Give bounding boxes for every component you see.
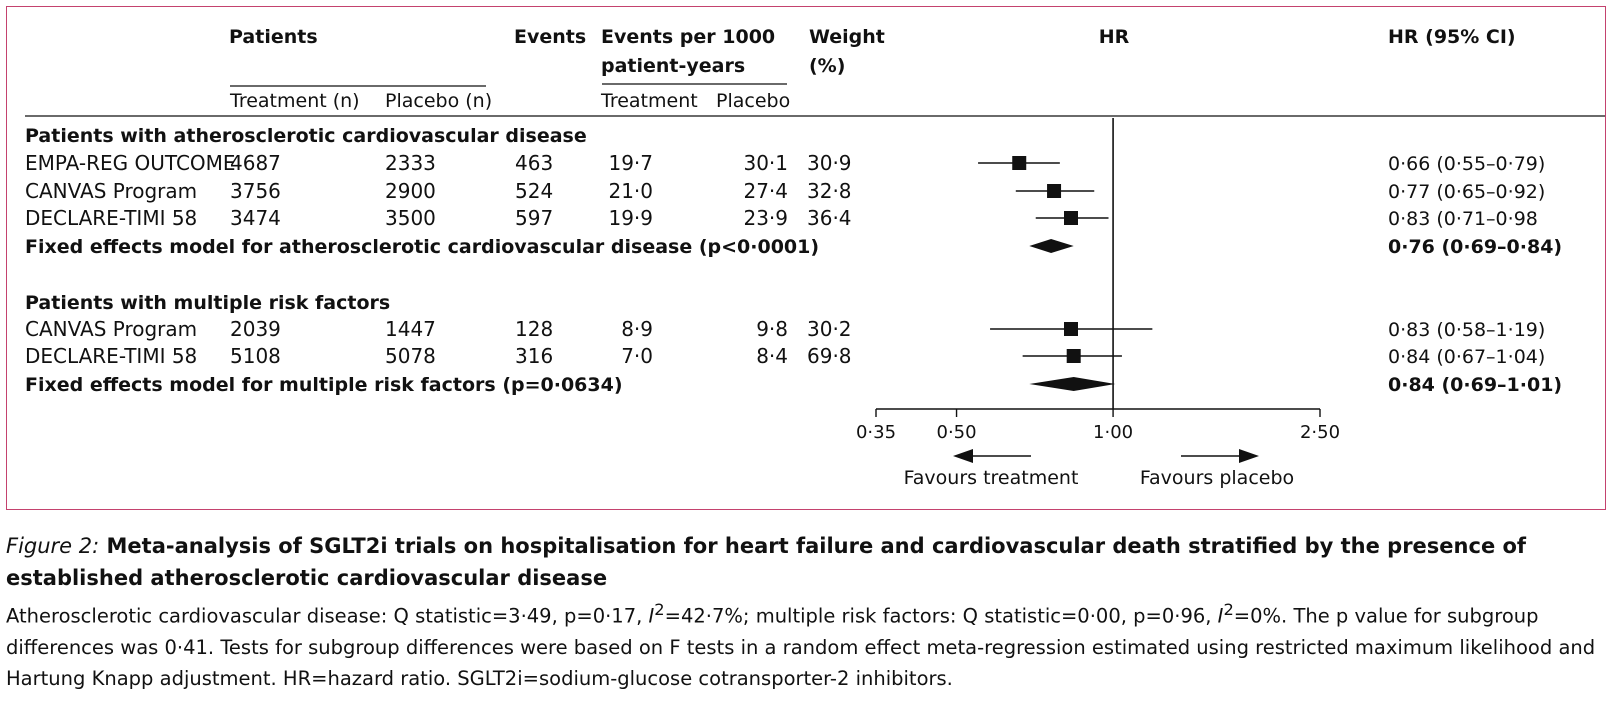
placebo-n-value: 5078 <box>385 344 436 368</box>
placebo-n-value: 2900 <box>385 179 436 203</box>
pooled-hr-ci-value: 0·76 (0·69–0·84) <box>1388 236 1562 258</box>
weight-value: 32·8 <box>807 179 852 203</box>
i2-symbol: I <box>648 604 655 628</box>
i2-symbol: I <box>1217 604 1224 628</box>
point-estimate-square <box>1047 184 1062 198</box>
caption-title-text: Meta-analysis of SGLT2i trials on hospit… <box>6 534 1527 590</box>
weight-value: 36·4 <box>807 206 852 230</box>
point-estimate-square <box>1066 349 1081 363</box>
header-hr: HR <box>1099 26 1130 48</box>
treatment-n-value: 5108 <box>230 344 281 368</box>
pooled-label: Fixed effects model for multiple risk fa… <box>25 374 623 396</box>
placebo-rate-value: 30·1 <box>743 151 788 175</box>
header-patients: Patients <box>229 26 318 48</box>
point-estimate-square <box>1012 156 1027 170</box>
treatment-rate-value: 19·7 <box>608 151 653 175</box>
header-treatment-rate: Treatment <box>600 90 698 112</box>
placebo-rate-value: 23·9 <box>743 206 788 230</box>
header-placebo-n: Placebo (n) <box>385 90 492 112</box>
placebo-rate-value: 27·4 <box>743 179 788 203</box>
hr-ci-value: 0·83 (0·71–0·98 <box>1388 208 1538 230</box>
header-hr-ci: HR (95% CI) <box>1388 26 1516 48</box>
group-label: Patients with atherosclerotic cardiovasc… <box>25 125 587 147</box>
figure-frame: Patients Events Events per 1000 patient-yea… <box>6 6 1606 510</box>
hr-ci-value: 0·77 (0·65–0·92) <box>1388 181 1545 203</box>
treatment-rate-value: 8·9 <box>621 317 653 341</box>
x-tick-label: 0·35 <box>856 422 896 443</box>
hr-ci-value: 0·83 (0·58–1·19) <box>1388 319 1545 341</box>
forest-plot: Patients Events Events per 1000 patient-yea… <box>25 26 1605 489</box>
header-events: Events <box>514 26 586 48</box>
treatment-n-value: 2039 <box>230 317 281 341</box>
favours-placebo-arrowhead <box>1239 449 1259 463</box>
placebo-n-value: 1447 <box>385 317 436 341</box>
treatment-n-value: 3756 <box>230 179 281 203</box>
treatment-rate-value: 19·9 <box>608 206 653 230</box>
caption-body-part-3: =0%. The p value for subgroup difference… <box>6 604 1596 690</box>
caption-body-part-2: =42·7%; multiple risk factors: Q statist… <box>664 604 1218 628</box>
x-tick-label: 2·50 <box>1300 422 1340 443</box>
pooled-diamond <box>1029 377 1116 391</box>
favours-treatment-label: Favours treatment <box>904 467 1079 489</box>
caption-figure-label: Figure 2: <box>6 534 100 558</box>
weight-value: 69·8 <box>807 344 852 368</box>
placebo-rate-value: 8·4 <box>756 344 788 368</box>
treatment-rate-value: 21·0 <box>608 179 653 203</box>
header-placebo-rate: Placebo <box>716 90 790 112</box>
events-value: 316 <box>515 344 553 368</box>
study-name: DECLARE-TIMI 58 <box>25 344 197 368</box>
pooled-hr-ci-value: 0·84 (0·69–1·01) <box>1388 374 1562 396</box>
treatment-n-value: 4687 <box>230 151 281 175</box>
weight-value: 30·9 <box>807 151 852 175</box>
header-weight: Weight <box>809 26 885 48</box>
header-treatment-n: Treatment (n) <box>229 90 360 112</box>
header-patient-years: patient-years <box>601 55 745 77</box>
i2-superscript: 2 <box>654 600 665 619</box>
favours-treatment-arrowhead <box>953 449 973 463</box>
caption-body-part-1: Atherosclerotic cardiovascular disease: … <box>6 604 649 628</box>
treatment-n-value: 3474 <box>230 206 281 230</box>
treatment-rate-value: 7·0 <box>621 344 653 368</box>
study-name: CANVAS Program <box>25 179 197 203</box>
header-weight-unit: (%) <box>809 55 845 77</box>
pooled-diamond <box>1029 239 1074 253</box>
caption-title: Figure 2: Meta-analysis of SGLT2i trials… <box>6 530 1606 594</box>
pooled-label: Fixed effects model for atherosclerotic … <box>25 236 819 258</box>
weight-value: 30·2 <box>807 317 852 341</box>
events-value: 524 <box>515 179 553 203</box>
study-name: EMPA-REG OUTCOME <box>25 151 236 175</box>
hr-ci-value: 0·66 (0·55–0·79) <box>1388 153 1545 175</box>
x-tick-label: 0·50 <box>937 422 977 443</box>
figure-caption: Figure 2: Meta-analysis of SGLT2i trials… <box>6 530 1606 694</box>
x-tick-label: 1·00 <box>1093 422 1133 443</box>
favours-placebo-label: Favours placebo <box>1140 467 1294 489</box>
caption-body: Atherosclerotic cardiovascular disease: … <box>6 594 1606 694</box>
events-value: 597 <box>515 206 553 230</box>
events-value: 128 <box>515 317 553 341</box>
hr-ci-value: 0·84 (0·67–1·04) <box>1388 346 1545 368</box>
group-label: Patients with multiple risk factors <box>25 292 390 314</box>
placebo-n-value: 3500 <box>385 206 436 230</box>
header-events-per-1000: Events per 1000 <box>601 26 775 48</box>
point-estimate-square <box>1063 211 1078 225</box>
events-value: 463 <box>515 151 553 175</box>
study-name: CANVAS Program <box>25 317 197 341</box>
i2-superscript: 2 <box>1223 600 1234 619</box>
placebo-rate-value: 9·8 <box>756 317 788 341</box>
placebo-n-value: 2333 <box>385 151 436 175</box>
point-estimate-square <box>1063 322 1078 336</box>
study-name: DECLARE-TIMI 58 <box>25 206 197 230</box>
